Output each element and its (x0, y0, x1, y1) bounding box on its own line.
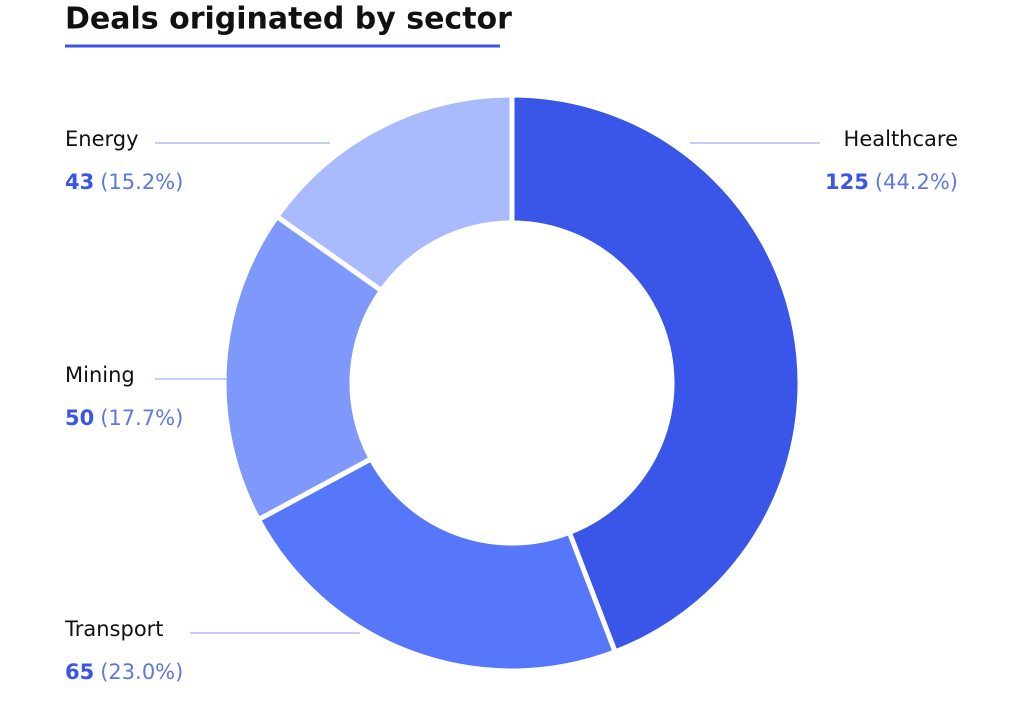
slice-value: 50 (65, 406, 94, 430)
donut-slice (221, 213, 385, 523)
slice-value-label: 65 (23.0%) (65, 660, 183, 684)
slice-label: Energy (65, 127, 139, 151)
slice-value-label: 125 (44.2%) (825, 170, 958, 194)
chart-title: Deals originated by sector (65, 2, 512, 37)
donut-slice (273, 92, 515, 295)
slice-label: Mining (65, 363, 135, 387)
slice-percent: (15.2%) (100, 170, 183, 194)
slice-value: 125 (825, 170, 869, 194)
slice-value: 65 (65, 660, 94, 684)
slice-value-label: 50 (17.7%) (65, 406, 183, 430)
donut-slice (509, 92, 803, 656)
slice-percent: (23.0%) (100, 660, 183, 684)
slice-percent: (17.7%) (100, 406, 183, 430)
slice-label: Healthcare (844, 127, 958, 151)
slice-value: 43 (65, 170, 94, 194)
slice-label: Transport (64, 617, 164, 641)
slice-percent: (44.2%) (875, 170, 958, 194)
donut-slice (255, 455, 619, 674)
slice-value-label: 43 (15.2%) (65, 170, 183, 194)
